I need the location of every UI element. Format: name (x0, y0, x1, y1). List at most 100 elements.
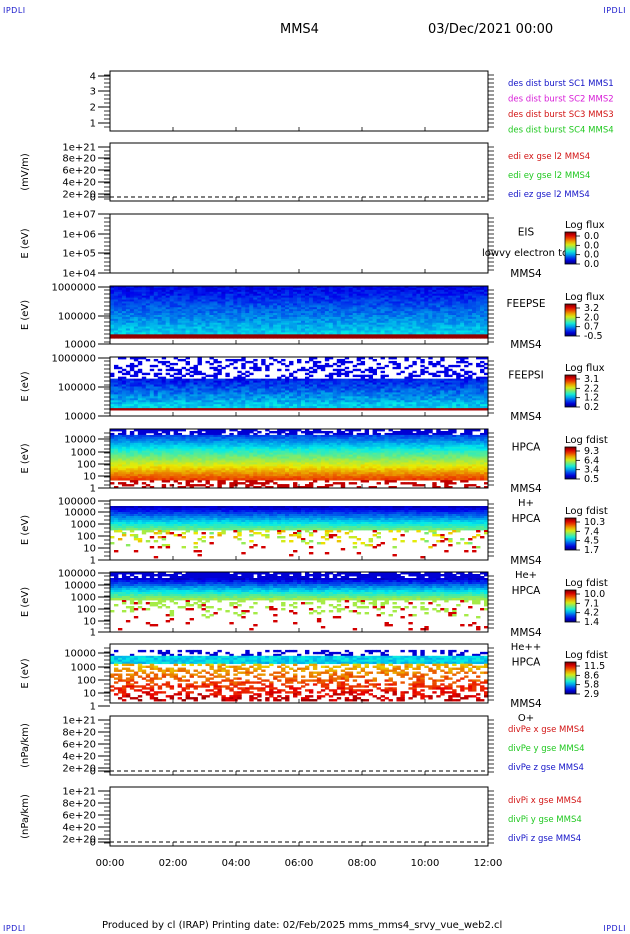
heatmap-cell (133, 358, 139, 362)
heatmap-cell (404, 324, 409, 327)
heatmap-cell (193, 311, 198, 314)
heatmap-cell (257, 287, 262, 291)
heatmap-cell (165, 320, 171, 324)
heatmap-cell (237, 289, 242, 293)
heatmap-cell (396, 328, 401, 331)
heatmap-cell (308, 374, 314, 378)
heatmap-cell (185, 309, 190, 312)
heatmap-cell (245, 326, 250, 329)
heatmap-cell (436, 309, 441, 312)
heatmap-cell (460, 309, 465, 312)
heatmap-cell (420, 286, 425, 289)
heatmap-cell (265, 299, 270, 302)
heatmap-cell (364, 368, 370, 372)
heatmap-cell (169, 382, 175, 385)
heatmap-cell (368, 322, 374, 326)
heatmap-cell (249, 316, 254, 320)
heatmap-cell (312, 316, 318, 320)
heatmap-cell (380, 286, 385, 289)
heatmap-cell (372, 358, 377, 362)
heatmap-cell (217, 289, 222, 293)
heatmap-cell (245, 289, 250, 293)
heatmap-cell (340, 299, 346, 302)
heatmap-cell (368, 301, 374, 304)
heatmap-cell (281, 322, 286, 326)
heatmap-cell (289, 318, 294, 322)
colorbar (564, 303, 577, 337)
heatmap-cell (169, 384, 175, 387)
heatmap-cell (416, 408, 421, 411)
heatmap-cell (480, 309, 485, 312)
heatmap-cell (177, 408, 183, 411)
heatmap-cell (129, 307, 135, 310)
heatmap-cell (241, 332, 246, 335)
heatmap-cell (464, 295, 469, 298)
heatmap-cell (312, 286, 318, 289)
heatmap-cell (129, 336, 135, 339)
heatmap-cell (153, 384, 159, 387)
heatmap-cell (348, 307, 354, 310)
heatmap-cell (420, 326, 425, 329)
heatmap-cell (344, 328, 350, 331)
heatmap-cell (149, 286, 155, 289)
heatmap-cell (117, 332, 123, 335)
heatmap-cell (364, 315, 370, 318)
heatmap-cell (408, 293, 413, 297)
heatmap-cell (312, 293, 318, 297)
corner-label-bottom-right: IPDLI (603, 924, 626, 933)
heatmap-cell (308, 303, 314, 306)
heatmap-cell (472, 286, 477, 289)
heatmap-cell (181, 328, 186, 331)
heatmap-cell (110, 286, 115, 289)
heatmap-cell (436, 318, 441, 322)
heatmap-cell (372, 297, 377, 300)
heatmap-cell (145, 402, 151, 405)
heatmap-cell (249, 372, 254, 376)
heatmap-cell (125, 364, 131, 368)
heatmap-cell (328, 336, 334, 339)
heatmap-cell (444, 332, 449, 335)
heatmap-cell (289, 289, 294, 293)
heatmap-cell (424, 295, 429, 298)
heatmap-cell (141, 330, 147, 333)
heatmap-cell (424, 287, 429, 291)
heatmap-cell (173, 303, 179, 306)
heatmap-cell (117, 299, 123, 302)
heatmap-cell (257, 299, 262, 302)
heatmap-cell (281, 287, 286, 291)
heatmap-cell (253, 322, 258, 326)
heatmap-cell (348, 311, 354, 314)
heatmap-cell (217, 309, 222, 312)
heatmap-cell (137, 360, 143, 364)
heatmap-cell (269, 309, 274, 312)
heatmap-cell (201, 303, 206, 306)
heatmap-cell (316, 336, 322, 339)
heatmap-cell (396, 299, 401, 302)
heatmap-cell (484, 322, 489, 326)
heatmap-cell (316, 318, 322, 322)
heatmap-cell (137, 305, 143, 308)
heatmap-cell (293, 303, 298, 306)
heatmap-cell (289, 299, 294, 302)
heatmap-cell (332, 291, 338, 295)
heatmap-cell (444, 313, 449, 316)
heatmap-cell (161, 326, 167, 329)
heatmap-cell (416, 315, 421, 318)
heatmap-cell (201, 316, 206, 320)
heatmap-cell (384, 291, 389, 295)
heatmap-cell (221, 315, 226, 318)
heatmap-cell (416, 313, 421, 316)
heatmap-cell (125, 297, 131, 300)
heatmap-cell (464, 303, 469, 306)
heatmap-cell (201, 330, 206, 333)
heatmap-cell (169, 316, 175, 320)
heatmap-cell (141, 380, 147, 383)
heatmap-cell (145, 299, 151, 302)
heatmap-cell (181, 326, 186, 329)
heatmap-cell (304, 299, 310, 302)
colorbar-title: Log flux (565, 220, 605, 231)
heatmap-cell (113, 291, 119, 295)
heatmap-cell (452, 307, 457, 310)
heatmap-cell (416, 287, 421, 291)
heatmap-cell (444, 291, 449, 295)
